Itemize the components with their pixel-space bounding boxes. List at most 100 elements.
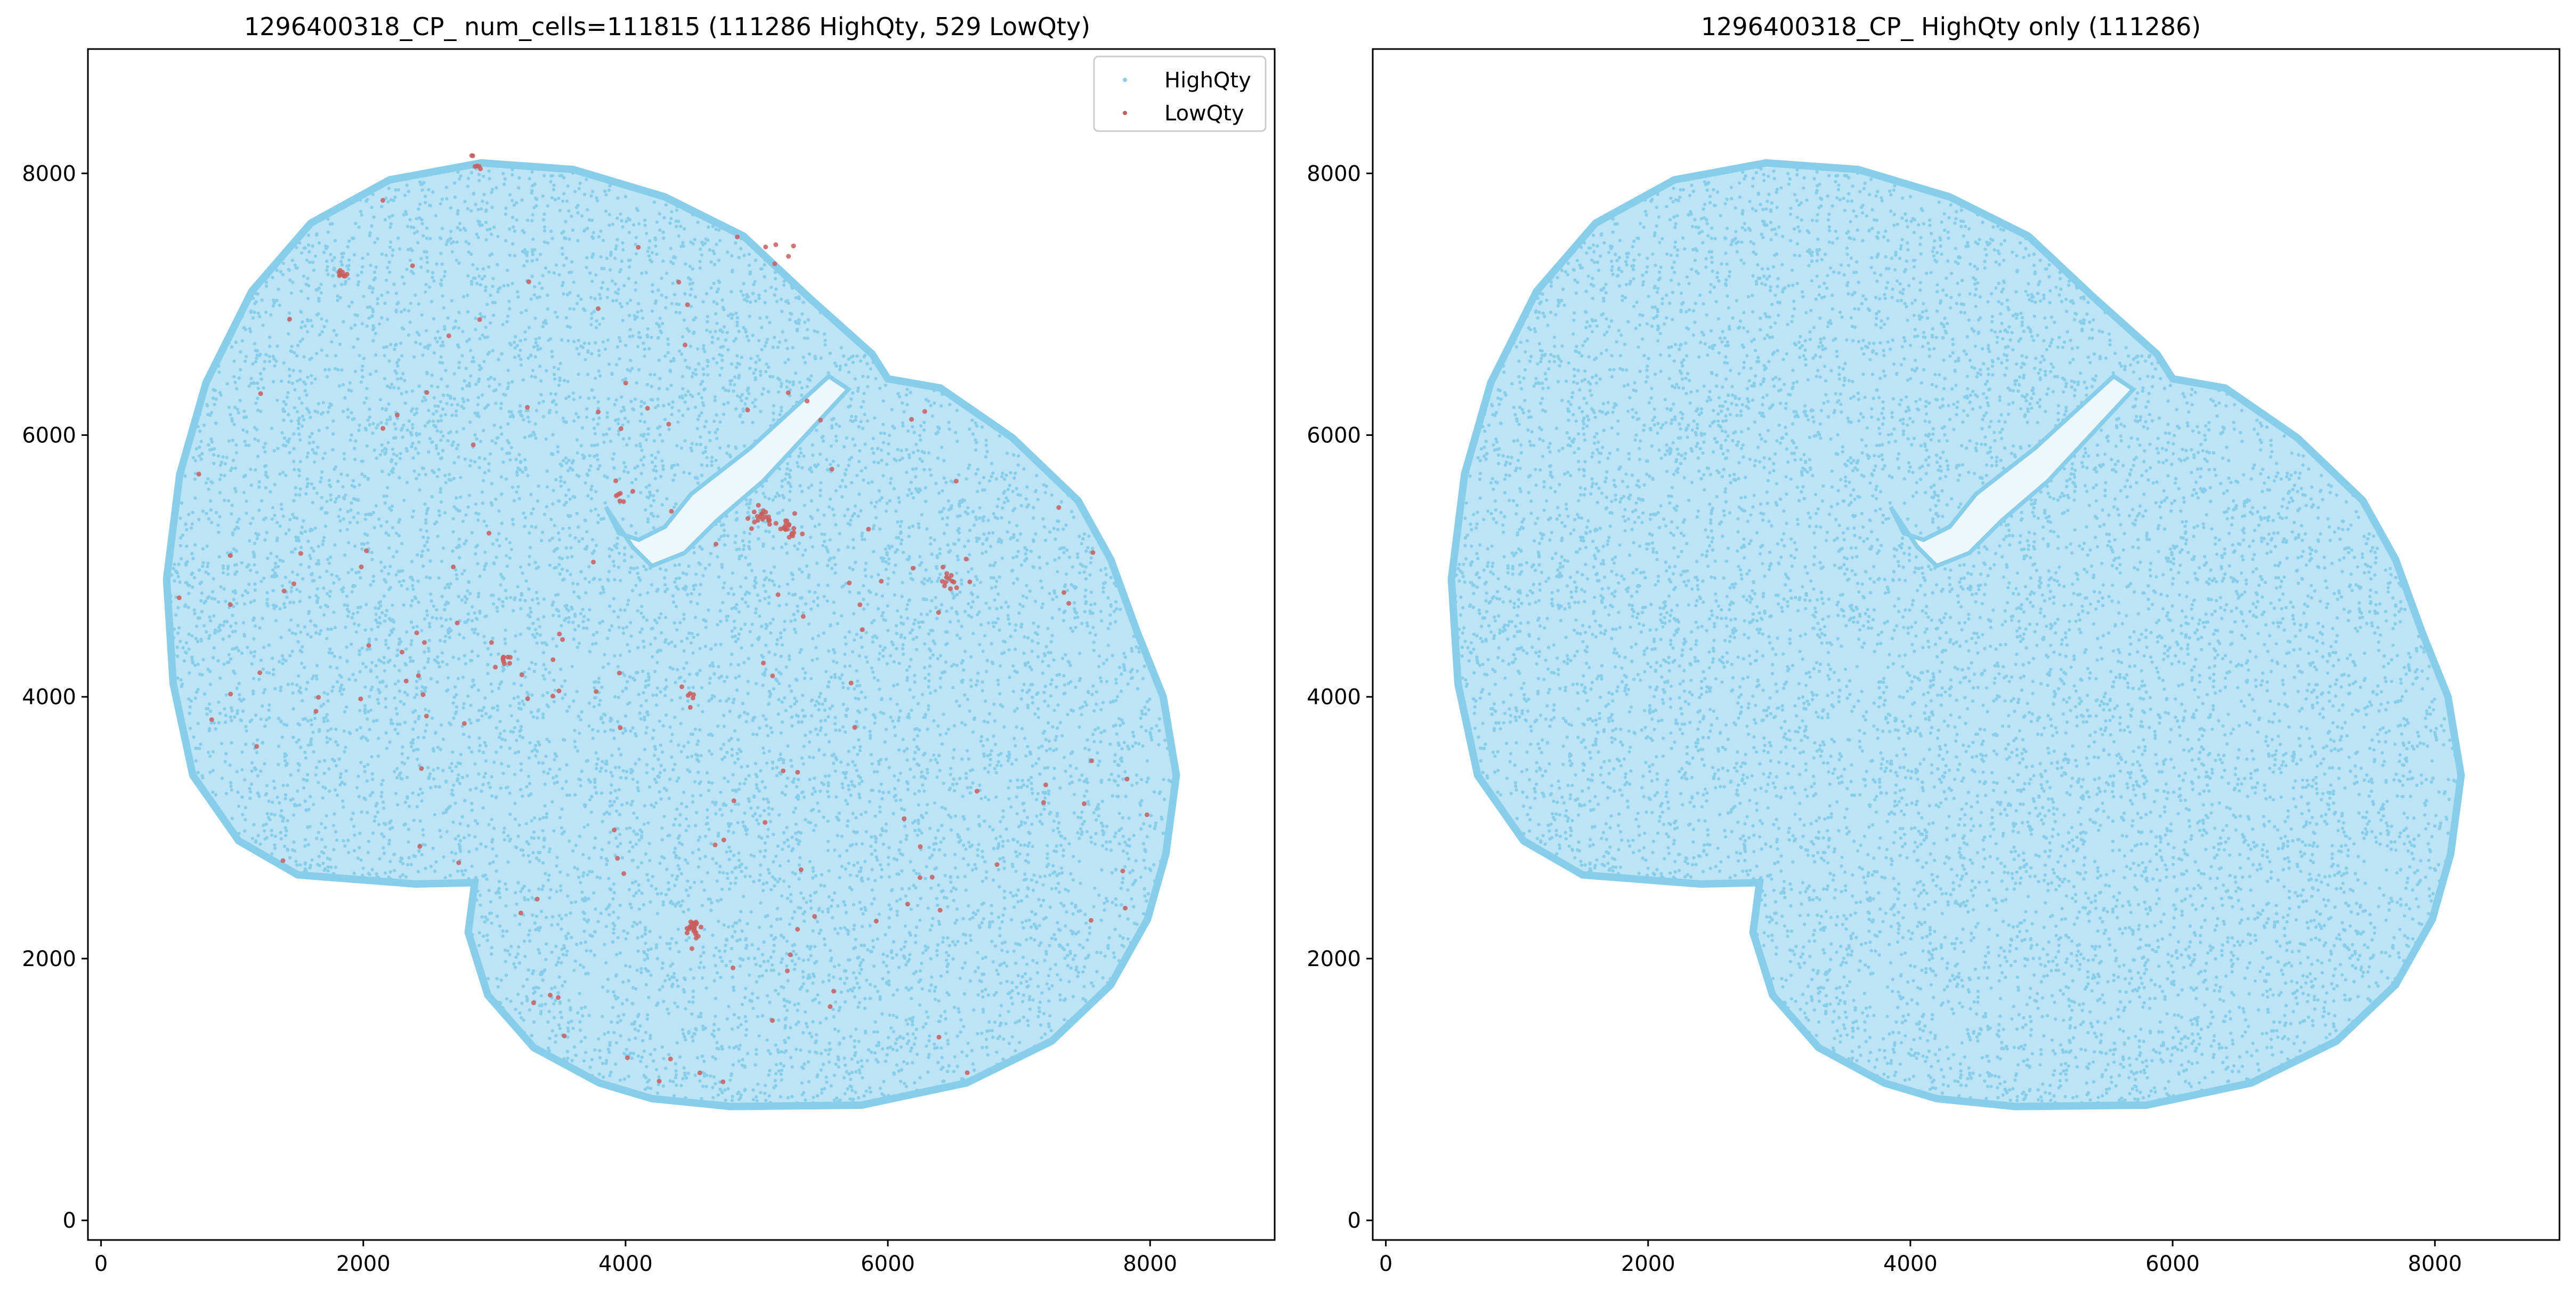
highqty-point bbox=[815, 562, 819, 565]
highqty-point bbox=[404, 875, 408, 879]
highqty-point bbox=[613, 1062, 618, 1066]
highqty-point bbox=[621, 671, 625, 675]
highqty-point bbox=[254, 287, 258, 291]
highqty-point bbox=[903, 924, 908, 928]
highqty-point bbox=[368, 727, 371, 732]
highqty-point bbox=[614, 836, 618, 840]
highqty-point bbox=[669, 739, 673, 743]
highqty-point bbox=[439, 355, 443, 359]
highqty-point bbox=[469, 209, 473, 213]
highqty-point bbox=[646, 249, 650, 254]
highqty-point bbox=[483, 471, 487, 475]
highqty-point bbox=[359, 209, 363, 214]
highqty-point bbox=[812, 599, 816, 603]
highqty-point bbox=[789, 893, 793, 897]
highqty-point bbox=[241, 621, 245, 625]
highqty-point bbox=[811, 876, 815, 880]
highqty-point bbox=[870, 762, 874, 766]
highqty-point bbox=[760, 347, 764, 352]
highqty-point bbox=[801, 762, 806, 766]
highqty-point bbox=[757, 975, 761, 978]
highqty-point bbox=[477, 173, 481, 176]
highqty-point bbox=[273, 843, 277, 847]
highqty-point bbox=[1007, 648, 1011, 652]
highqty-point bbox=[881, 791, 885, 795]
highqty-point bbox=[476, 395, 480, 400]
highqty-point bbox=[748, 540, 751, 544]
highqty-point bbox=[1042, 483, 1046, 487]
highqty-point bbox=[513, 817, 517, 821]
highqty-point bbox=[918, 563, 922, 567]
highqty-point bbox=[369, 668, 372, 672]
highqty-point bbox=[800, 525, 804, 529]
highqty-point bbox=[629, 729, 633, 733]
highqty-point bbox=[255, 353, 260, 357]
highqty-point bbox=[562, 192, 566, 196]
highqty-point bbox=[283, 793, 288, 797]
highqty-point bbox=[966, 698, 970, 701]
highqty-point bbox=[826, 819, 830, 823]
highqty-point bbox=[837, 1030, 840, 1033]
highqty-point bbox=[857, 792, 861, 796]
highqty-point bbox=[1080, 810, 1084, 814]
highqty-point bbox=[599, 255, 603, 259]
highqty-point bbox=[970, 567, 974, 571]
highqty-point bbox=[823, 718, 827, 723]
highqty-point bbox=[326, 869, 330, 873]
highqty-point bbox=[930, 975, 934, 979]
highqty-point bbox=[616, 845, 620, 848]
highqty-point bbox=[1093, 842, 1097, 846]
highqty-point bbox=[248, 790, 253, 794]
highqty-point bbox=[537, 761, 541, 765]
highqty-point bbox=[707, 749, 711, 753]
highqty-point bbox=[852, 986, 856, 990]
highqty-point bbox=[655, 621, 659, 625]
highqty-point bbox=[311, 731, 315, 734]
highqty-point bbox=[879, 448, 884, 452]
highqty-point bbox=[999, 834, 1002, 839]
highqty-point bbox=[660, 1045, 665, 1049]
highqty-point bbox=[940, 824, 944, 828]
highqty-point bbox=[349, 642, 353, 646]
highqty-point bbox=[439, 252, 443, 255]
highqty-point bbox=[984, 601, 988, 605]
highqty-point bbox=[700, 474, 704, 477]
highqty-point bbox=[541, 194, 545, 198]
highqty-point bbox=[681, 707, 685, 711]
highqty-point bbox=[764, 643, 768, 647]
highqty-point bbox=[734, 445, 738, 449]
highqty-point bbox=[390, 508, 393, 512]
highqty-point bbox=[413, 695, 417, 700]
highqty-point bbox=[555, 780, 559, 784]
highqty-point bbox=[894, 799, 898, 802]
highqty-point bbox=[497, 887, 501, 890]
highqty-point bbox=[540, 530, 545, 534]
highqty-point bbox=[541, 415, 546, 419]
highqty-point bbox=[861, 912, 865, 916]
highqty-point bbox=[613, 654, 617, 658]
highqty-point bbox=[360, 810, 363, 814]
highqty-point bbox=[845, 708, 849, 712]
highqty-point bbox=[644, 232, 649, 236]
highqty-point bbox=[751, 334, 755, 337]
highqty-point bbox=[544, 755, 548, 758]
highqty-point bbox=[617, 336, 621, 339]
highqty-point bbox=[976, 854, 980, 857]
highqty-point bbox=[380, 252, 384, 256]
highqty-point bbox=[861, 958, 865, 962]
highqty-point bbox=[519, 348, 522, 352]
highqty-point bbox=[846, 763, 850, 766]
highqty-point bbox=[895, 548, 900, 552]
highqty-point bbox=[826, 839, 830, 844]
highqty-point bbox=[816, 634, 821, 638]
highqty-point bbox=[873, 1051, 877, 1055]
highqty-point bbox=[815, 1033, 819, 1037]
highqty-point bbox=[286, 391, 290, 395]
highqty-point bbox=[271, 656, 274, 660]
highqty-point bbox=[552, 776, 555, 780]
highqty-point bbox=[824, 1017, 828, 1020]
highqty-point bbox=[1000, 949, 1004, 952]
highqty-point bbox=[537, 401, 541, 405]
highqty-point bbox=[667, 1011, 671, 1016]
highqty-point bbox=[766, 390, 771, 394]
